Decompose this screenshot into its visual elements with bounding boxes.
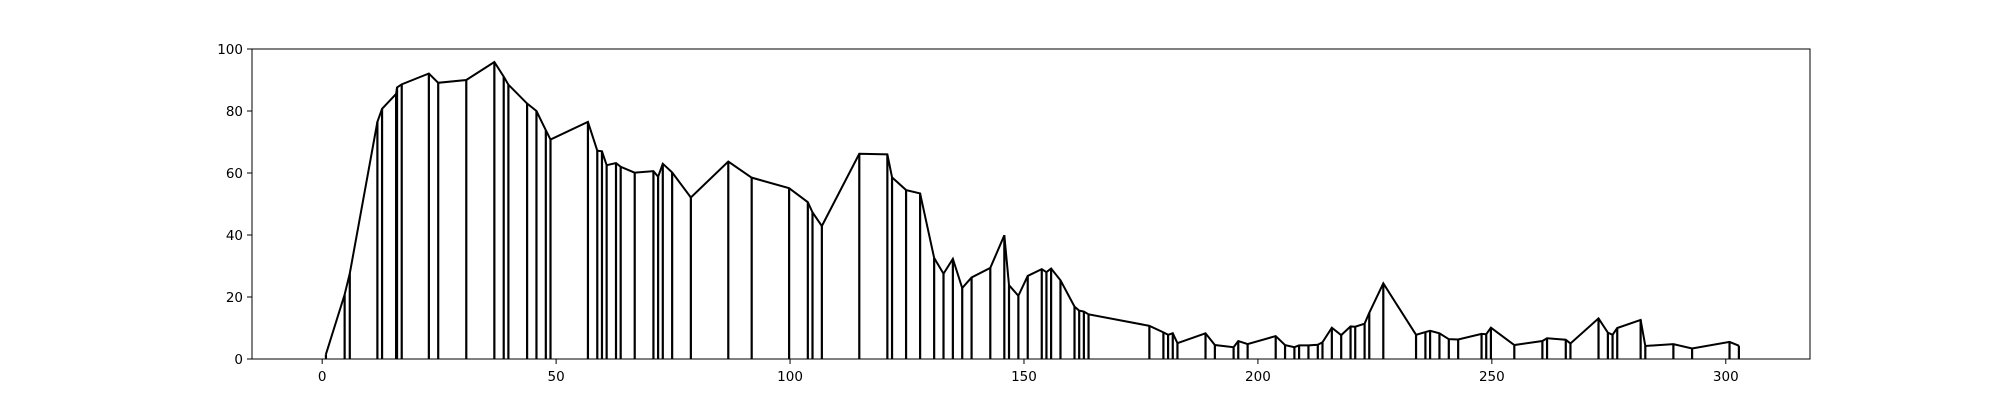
y-tick-label: 40 <box>226 228 243 244</box>
y-tick-label: 100 <box>217 42 243 58</box>
y-tick-label: 20 <box>226 290 243 306</box>
x-tick-label: 300 <box>1713 369 1739 385</box>
x-axis: 0 50 100 150 200 250 300 <box>318 359 1739 385</box>
x-tick-label: 50 <box>548 369 565 385</box>
x-tick-label: 200 <box>1245 369 1271 385</box>
x-tick-label: 100 <box>777 369 803 385</box>
axes-frame <box>251 48 1811 360</box>
y-tick-label: 80 <box>226 104 243 120</box>
series-line <box>324 60 1740 355</box>
y-axis: 0 20 40 60 80 100 <box>217 42 252 368</box>
x-tick-label: 150 <box>1011 369 1037 385</box>
x-tick-label: 250 <box>1479 369 1505 385</box>
y-tick-label: 60 <box>226 166 243 182</box>
y-tick-label: 0 <box>234 352 243 368</box>
plot-area <box>324 60 1740 359</box>
x-tick-label: 0 <box>318 369 327 385</box>
